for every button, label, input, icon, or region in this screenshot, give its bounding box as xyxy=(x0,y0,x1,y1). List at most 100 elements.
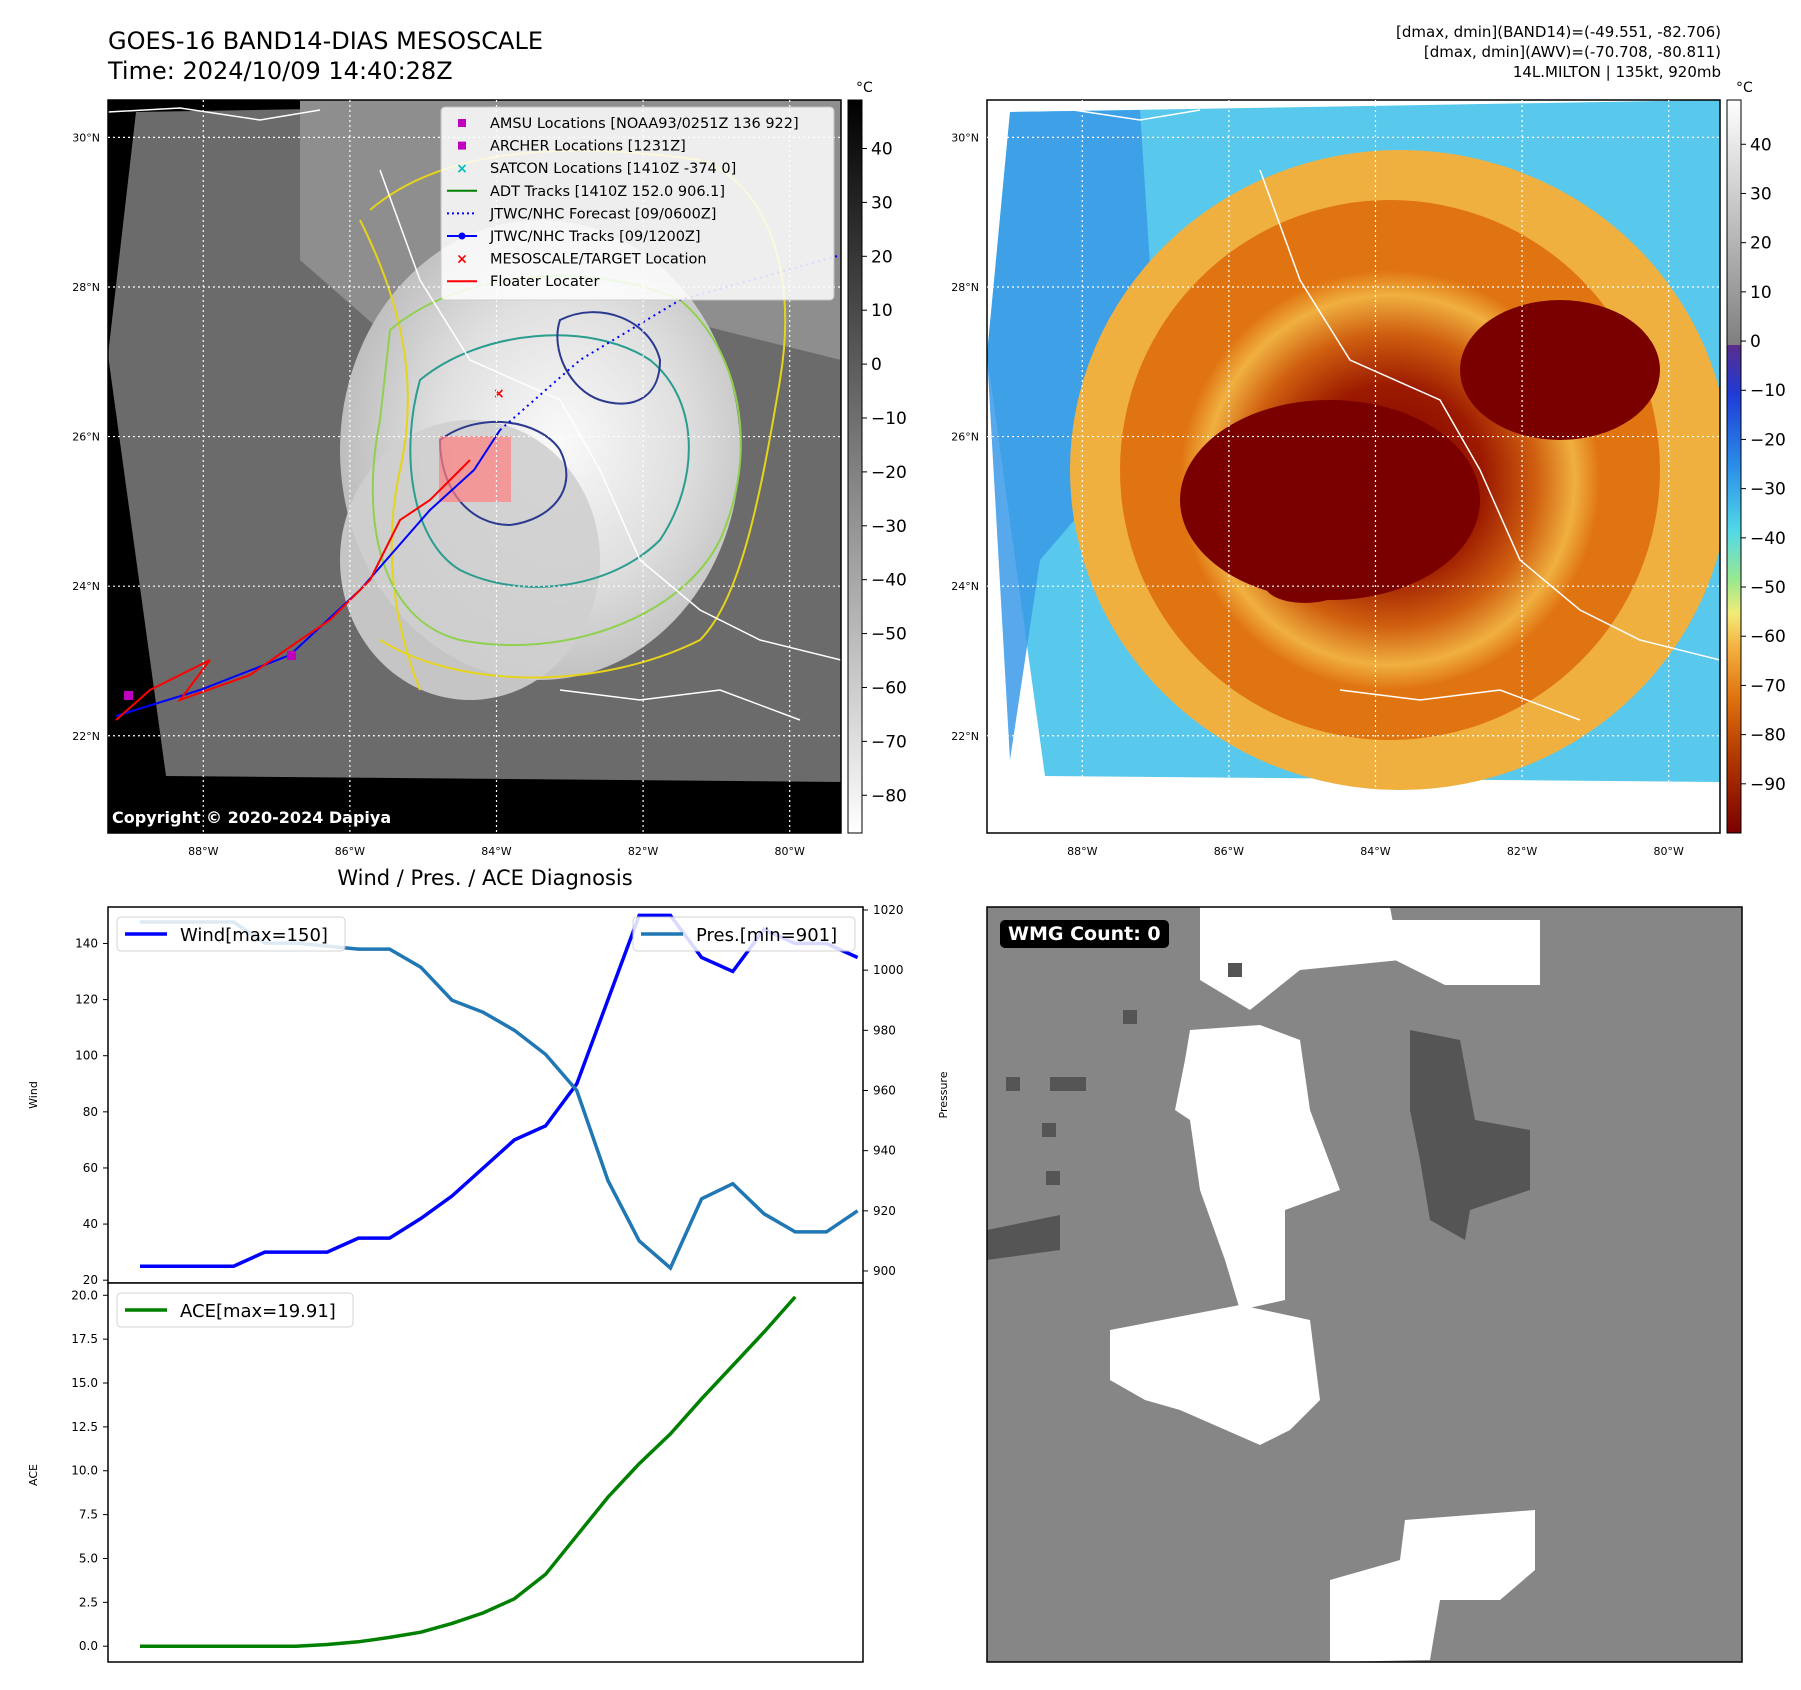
color-colorbar-unit: °C xyxy=(1736,80,1753,96)
lon-tick-label: 88°W xyxy=(188,845,218,858)
lon-tick-label: 84°W xyxy=(481,845,511,858)
pressure-legend: Pres.[min=901] xyxy=(632,916,856,952)
pressure-tick-label: 1000 xyxy=(873,963,904,977)
ace-tick-label: 7.5 xyxy=(79,1508,98,1522)
awv-range: [dmax, dmin](AWV)=(-70.708, -80.811) xyxy=(1423,43,1721,61)
wind-pressure-panel: 140 120 100 80 60 40 20 1020 1000 980 960 940 920 90… xyxy=(27,903,950,1287)
lat-tick-label: 24°N xyxy=(951,580,979,593)
lat-tick-label: 24°N xyxy=(72,580,100,593)
wmg-dark-pixel xyxy=(1228,963,1242,977)
storm-info: 14L.MILTON | 135kt, 920mb xyxy=(1512,63,1721,81)
legend-item-label: MESOSCALE/TARGET Location xyxy=(490,252,707,268)
ace-tick-label: 20.0 xyxy=(71,1288,98,1302)
floater-track xyxy=(115,459,471,721)
colorbar-tick-label: 20 xyxy=(1750,234,1772,254)
colorbar-tick-label: −40 xyxy=(871,571,907,591)
legend-marker-square xyxy=(458,141,466,150)
contour-navy-north xyxy=(556,311,662,405)
contour-yellow xyxy=(359,219,421,691)
pressure-axis-label: Pressure xyxy=(937,1071,950,1118)
wind-tick-label: 140 xyxy=(75,936,98,950)
legend-item-label: Floater Locater xyxy=(490,274,599,290)
colorbar-tick-label: −50 xyxy=(1750,578,1786,598)
colorbar-tick-label: 20 xyxy=(871,247,893,267)
wind-axis-label: Wind xyxy=(27,1081,40,1109)
pressure-tick-label: 1020 xyxy=(873,903,904,917)
target-marker: × xyxy=(493,386,505,402)
ace-tick-label: 17.5 xyxy=(71,1332,98,1346)
copyright-notice: Copyright © 2020-2024 Dapiya xyxy=(112,808,392,827)
contour-teal xyxy=(409,334,690,588)
legend-marker-x: × xyxy=(456,161,468,177)
legend-item-label: SATCON Locations [1410Z -374 0] xyxy=(490,161,736,177)
ace-legend-label: ACE[max=19.91] xyxy=(180,1301,336,1322)
wmg-dark-pixel xyxy=(1050,1077,1086,1091)
stats-readout: [dmax, dmin](BAND14)=(-49.551, -82.706) … xyxy=(1396,22,1721,82)
colorbar-tick-label: 0 xyxy=(1750,332,1761,352)
wmg-white-top xyxy=(1200,907,1400,1010)
legend-marker-x: × xyxy=(456,252,468,268)
lon-tick-label: 86°W xyxy=(1214,845,1244,858)
wind-legend-label: Wind[max=150] xyxy=(180,925,328,946)
wmg-white-south xyxy=(1330,1510,1535,1662)
colorbar-tick-label: 10 xyxy=(1750,283,1772,303)
colorbar-tick-label: −60 xyxy=(1750,627,1786,647)
ace-panel: 20.0 17.5 15.0 12.5 10.0 7.5 5.0 2.5 0.0 ACE ACE… xyxy=(27,1282,864,1663)
map-legend: AMSU Locations [NOAA93/0251Z 136 922] ARC… xyxy=(440,106,835,301)
colorbar-tick-label: −20 xyxy=(1750,430,1786,450)
wind-legend: Wind[max=150] xyxy=(116,916,346,952)
pressure-tick-label: 980 xyxy=(873,1023,896,1037)
coastline-gulf-right xyxy=(987,107,1201,121)
colorbar-tick-label: 40 xyxy=(1750,135,1772,155)
legend-item-label: ADT Tracks [1410Z 152.0 906.1] xyxy=(490,184,725,200)
ir-color-map xyxy=(987,100,1720,833)
pressure-tick-label: 920 xyxy=(873,1204,896,1218)
colorbar-tick-label: −10 xyxy=(1750,381,1786,401)
lat-tick-label: 28°N xyxy=(951,281,979,294)
lon-tick-label: 88°W xyxy=(1067,845,1097,858)
lat-tick-label: 26°N xyxy=(951,431,979,444)
lon-tick-label: 82°W xyxy=(1507,845,1537,858)
colorbar-tick-label: −30 xyxy=(871,517,907,537)
colorbar-tick-label: 30 xyxy=(1750,184,1772,204)
lon-tick-label: 82°W xyxy=(628,845,658,858)
pressure-tick-label: 940 xyxy=(873,1144,896,1158)
figure-time: Time: 2024/10/09 14:40:28Z xyxy=(108,57,453,85)
wmg-dark-pixel xyxy=(1042,1123,1056,1137)
coastline-florida xyxy=(379,169,841,661)
colorbar-tick-label: 0 xyxy=(871,355,882,375)
right-map-ticks: 30°N 28°N 26°N 24°N 22°N 88°W 86°W 84°W 82°W 80°W xyxy=(951,131,1684,858)
wind-tick-label: 120 xyxy=(75,993,98,1007)
ace-tick-label: 2.5 xyxy=(79,1595,98,1609)
coastline-florida-right xyxy=(1259,169,1720,661)
coastline-cuba-right xyxy=(1339,689,1581,721)
lat-tick-label: 28°N xyxy=(72,281,100,294)
colorbar-tick-label: −70 xyxy=(1750,676,1786,696)
left-map-ticks: 30°N 28°N 26°N 24°N 22°N 88°W 86°W 84°W 82°W 80°W xyxy=(72,131,805,858)
coastline-cuba xyxy=(559,689,801,721)
colorbar-tick-label: −80 xyxy=(1750,726,1786,746)
wind-tick-label: 100 xyxy=(75,1049,98,1063)
colorbar-tick-label: −70 xyxy=(871,732,907,752)
colorbar-tick-label: −10 xyxy=(871,409,907,429)
ace-tick-label: 12.5 xyxy=(71,1420,98,1434)
color-colorbar: °C 40 30 20 10 0 −10 −20 −30 −40 −50 −60 −70 −80 −90 xyxy=(1726,80,1786,834)
colorbar-tick-label: −80 xyxy=(871,786,907,806)
left-map-frame xyxy=(107,99,842,834)
colorbar-tick-label: −50 xyxy=(871,625,907,645)
legend-item-label: AMSU Locations [NOAA93/0251Z 136 922] xyxy=(490,116,799,132)
right-map-frame xyxy=(986,99,1721,834)
wmg-white-north xyxy=(1175,1025,1340,1310)
colorbar-tick-label: 40 xyxy=(871,140,893,160)
south-band xyxy=(1265,567,1345,603)
colorbar-tick-label: −20 xyxy=(871,463,907,483)
colorbar-tick-label: −60 xyxy=(871,678,907,698)
wmg-dark-pixel xyxy=(1046,1171,1060,1185)
figure-title: GOES-16 BAND14-DIAS MESOSCALE xyxy=(108,27,544,55)
ace-tick-label: 0.0 xyxy=(79,1639,98,1653)
band14-range: [dmax, dmin](BAND14)=(-49.551, -82.706) xyxy=(1396,23,1721,41)
wmg-dark-core xyxy=(1410,1030,1530,1240)
wmg-panel xyxy=(986,906,1743,1663)
ace-axis-label: ACE xyxy=(27,1464,40,1486)
